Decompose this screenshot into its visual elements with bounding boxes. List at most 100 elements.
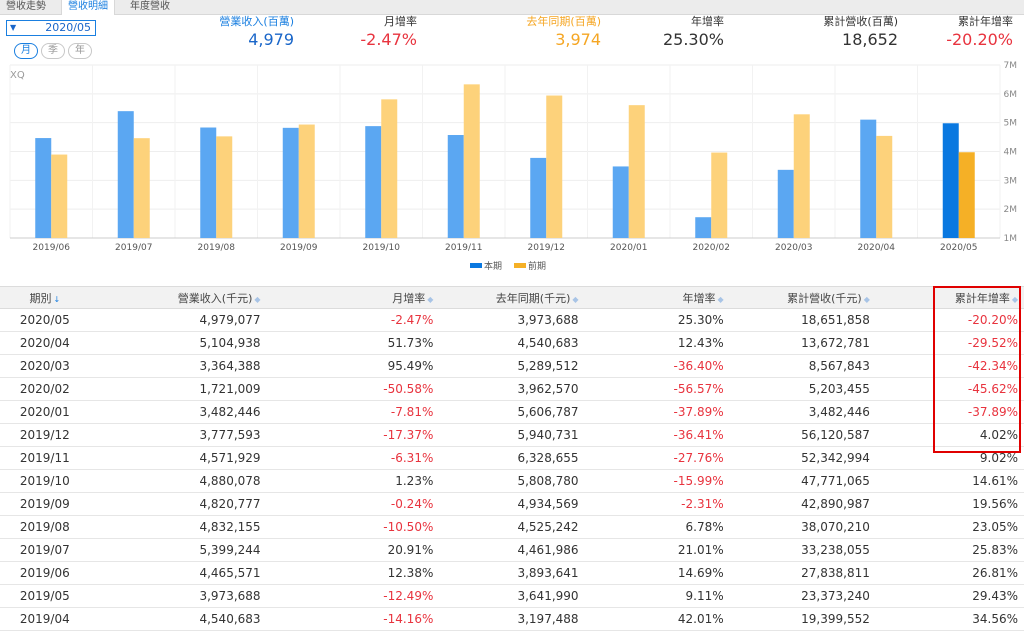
table-cell: 5,399,244 (89, 538, 261, 562)
stat-value: 25.30% (662, 30, 724, 49)
y-tick-label: 1M (1004, 234, 1018, 244)
sort-icon[interactable]: ◆ (254, 294, 261, 304)
table-cell: -15.99% (578, 469, 724, 493)
sort-icon[interactable]: ◆ (863, 294, 870, 304)
column-header-label: 累計年增率 (954, 291, 1010, 305)
table-cell: 9.02% (869, 446, 1024, 470)
sort-icon[interactable]: ◆ (427, 294, 434, 304)
bar-current (530, 157, 547, 238)
column-header[interactable]: 去年同期(千元) ◆ (433, 286, 579, 309)
table-cell: 20.91% (260, 538, 434, 562)
table-cell: 5,606,787 (433, 400, 579, 424)
x-tick-label: 2020/03 (775, 243, 812, 253)
legend-swatch (514, 263, 526, 268)
table-cell: 6.78% (578, 515, 724, 539)
table-row: 2019/10 4,880,078 1.23% 5,808,780 -15.99% 47,… (0, 469, 1024, 493)
table-cell: 19.56% (869, 492, 1024, 516)
column-header[interactable]: 營業收入(千元) ◆ (89, 286, 261, 309)
table-cell: 2019/10 (0, 469, 90, 493)
stat-label: 月增率 (384, 15, 417, 28)
table-cell: 9.11% (578, 584, 724, 608)
table-cell: 5,104,938 (89, 331, 261, 355)
x-tick-label: 2020/05 (940, 243, 977, 253)
column-header[interactable]: 年增率 ◆ (578, 286, 724, 309)
stat-value: -20.20% (946, 30, 1013, 49)
sort-icon[interactable]: ◆ (572, 294, 579, 304)
y-tick-label: 7M (1004, 61, 1018, 71)
table-cell: 4,461,986 (433, 538, 579, 562)
column-header[interactable]: 期別 ↓ (0, 286, 90, 309)
table-cell: -17.37% (260, 423, 434, 447)
table-row: 2020/02 1,721,009 -50.58% 3,962,570 -56.57% 5… (0, 377, 1024, 401)
table-cell: 23.05% (869, 515, 1024, 539)
table-cell: 42.01% (578, 607, 724, 631)
table-cell: 42,890,987 (723, 492, 870, 516)
bar-previous (51, 154, 68, 238)
period-quarterly-button[interactable]: 季 (41, 43, 65, 59)
x-tick-label: 2020/01 (610, 243, 647, 253)
period-yearly-button[interactable]: 年 (68, 43, 92, 59)
y-tick-label: 6M (1004, 90, 1018, 100)
table-cell: 21.01% (578, 538, 724, 562)
bar-current (695, 217, 712, 238)
column-header[interactable]: 累計營收(千元) ◆ (723, 286, 870, 309)
tab-annual-revenue[interactable]: 年度營收 (130, 1, 170, 12)
column-header[interactable]: 累計年增率 ◆ (869, 286, 1024, 309)
table-row: 2019/07 5,399,244 20.91% 4,461,986 21.01% 33,… (0, 538, 1024, 562)
table-cell: 19,399,552 (723, 607, 870, 631)
column-header-label: 去年同期(千元) (495, 291, 571, 305)
table-cell: 26.81% (869, 561, 1024, 585)
legend-swatch (470, 263, 482, 268)
column-header[interactable]: 月增率 ◆ (260, 286, 434, 309)
table-cell: 25.83% (869, 538, 1024, 562)
table-cell: -2.31% (578, 492, 724, 516)
table-cell: 14.61% (869, 469, 1024, 493)
tab-revenue-trend[interactable]: 營收走勢 (6, 1, 46, 12)
table-cell: -27.76% (578, 446, 724, 470)
table-cell: 3,641,990 (433, 584, 579, 608)
table-cell: 2019/09 (0, 492, 90, 516)
table-cell: 4,571,929 (89, 446, 261, 470)
table-row: 2019/05 3,973,688 -12.49% 3,641,990 9.11% 23,… (0, 584, 1024, 608)
table-cell: 2019/11 (0, 446, 90, 470)
column-header-label: 年增率 (682, 291, 716, 305)
y-tick-label: 5M (1004, 119, 1018, 129)
table-cell: 4,880,078 (89, 469, 261, 493)
y-tick-label: 3M (1004, 176, 1018, 186)
table-cell: 51.73% (260, 331, 434, 355)
table-cell: 14.69% (578, 561, 724, 585)
bar-current (117, 111, 134, 238)
table-cell: 4,465,571 (89, 561, 261, 585)
stat-label: 累計年增率 (958, 15, 1013, 28)
tab-revenue-detail[interactable]: 營收明細 (61, 0, 115, 15)
stat-revenue: 營業收入(百萬) 4,979 (184, 14, 294, 50)
bar-previous (133, 138, 150, 238)
stat-cumulative-yoy: 累計年增率 -20.20% (903, 14, 1013, 50)
legend-label: 前期 (528, 260, 546, 272)
table-cell: -36.41% (578, 423, 724, 447)
table-cell: 4,979,077 (89, 308, 261, 332)
table-cell: -37.89% (869, 400, 1024, 424)
stat-label: 年增率 (691, 15, 724, 28)
bar-previous (216, 136, 233, 238)
table-cell: -10.50% (260, 515, 434, 539)
table-cell: 4,934,569 (433, 492, 579, 516)
table-cell: 4,540,683 (433, 331, 579, 355)
period-select[interactable]: ▼ 2020/05 (6, 20, 96, 36)
stat-yoy: 年增率 25.30% (614, 14, 724, 50)
sort-icon[interactable]: ↓ (53, 294, 61, 304)
column-header-label: 月增率 (392, 291, 426, 305)
table-cell: -36.40% (578, 354, 724, 378)
column-header-label: 期別 (29, 291, 52, 305)
table-cell: -12.49% (260, 584, 434, 608)
table-row: 2019/12 3,777,593 -17.37% 5,940,731 -36.41% 5… (0, 423, 1024, 447)
sort-icon[interactable]: ◆ (717, 294, 724, 304)
table-cell: -29.52% (869, 331, 1024, 355)
sort-icon[interactable]: ◆ (1011, 294, 1018, 304)
table-cell: -45.62% (869, 377, 1024, 401)
table-row: 2020/05 4,979,077 -2.47% 3,973,688 25.30% 18,… (0, 308, 1024, 332)
table-cell: 4,525,242 (433, 515, 579, 539)
bar-previous (793, 114, 810, 238)
x-tick-label: 2019/07 (115, 243, 152, 253)
period-monthly-button[interactable]: 月 (14, 43, 38, 59)
